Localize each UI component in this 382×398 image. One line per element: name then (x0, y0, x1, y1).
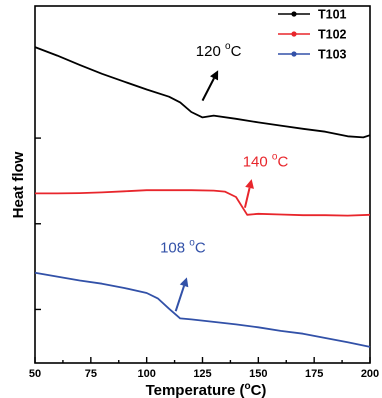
x-tick-label: 125 (193, 368, 211, 380)
legend-marker-t102 (291, 31, 297, 37)
annotation-layer: 120 oC 140 oC 108 oC (160, 41, 289, 312)
legend-label-t102: T102 (318, 28, 347, 42)
annotation-arrow-shaft (174, 285, 186, 312)
legend: T101 T102 T103 (278, 8, 347, 62)
series-line-t102 (35, 189, 371, 217)
annotation-label-t103: 108 oC (160, 237, 206, 256)
plot-area (34, 5, 371, 364)
annotation-arrow-shaft (201, 77, 215, 102)
x-tick-label: 150 (249, 368, 267, 380)
legend-marker-t103 (291, 51, 297, 57)
x-tick-label: 175 (305, 368, 323, 380)
legend-label-t101: T101 (318, 8, 347, 22)
x-tick-label: 200 (361, 368, 379, 380)
annotation-arrow-head (245, 179, 254, 189)
annotation-arrow-head (210, 70, 219, 81)
x-axis-title: Temperature (oC) (146, 381, 267, 398)
series-line-t101 (34, 46, 371, 139)
x-axis-ticks: 50 75 100 125 150 175 200 (29, 357, 379, 380)
legend-marker-t101 (291, 11, 297, 17)
y-axis-title: Heat flow (10, 151, 27, 218)
annotation-arrow-head (179, 277, 189, 288)
annotation-arrow-shaft (243, 187, 251, 208)
x-tick-label: 50 (29, 368, 41, 380)
x-tick-label: 100 (137, 368, 155, 380)
x-tick-label: 75 (85, 368, 97, 380)
series-layer (34, 46, 371, 348)
series-line-t103 (34, 271, 371, 348)
annotation-label-t102: 140 oC (243, 152, 289, 171)
y-axis-ticks (35, 137, 41, 311)
legend-label-t103: T103 (318, 48, 347, 62)
annotation-label-t101: 120 oC (196, 41, 242, 60)
